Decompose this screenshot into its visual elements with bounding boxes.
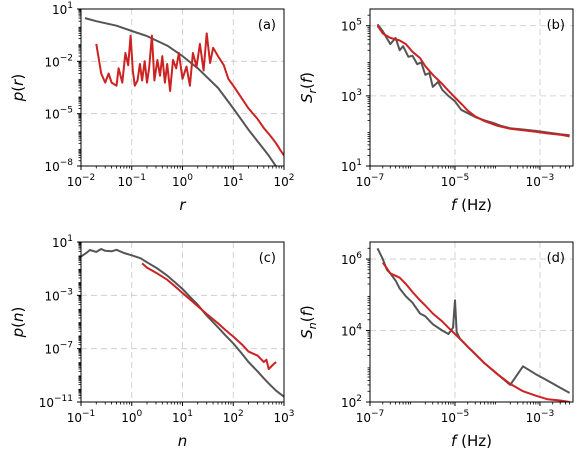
series-red-line [376,25,570,138]
panel-label: (c) [259,251,276,266]
x-tick-label: 10−5 [441,173,470,189]
panel-d: f (Hz) Sn(f) (d) [298,241,574,450]
x-tick-label: 103 [273,409,294,425]
x-tick-label: 10−7 [356,409,385,425]
y-tick-label: 10−8 [44,158,73,174]
y-tick-label: 101 [52,234,73,250]
plot-frame [369,241,574,403]
series-red-line [381,261,570,402]
y-axis-label: p(n) [9,307,27,339]
y-tick-label: 10−7 [44,341,73,357]
x-tick-label: 10−5 [441,409,470,425]
x-axis-label: n [178,432,188,450]
x-tick-label: 10−1 [117,173,146,189]
x-tick-label: 10−3 [526,173,555,189]
y-tick-label: 10−2 [44,53,73,69]
y-tick-label: 10−5 [44,106,73,122]
panel-label: (a) [258,18,276,33]
y-tick-label: 10−3 [44,287,73,303]
y-tick-label: 102 [341,394,362,410]
y-tick-label: 101 [341,158,362,174]
y-tick-label: 101 [52,1,73,17]
x-tick-label: 101 [172,409,193,425]
x-tick-label: 101 [223,173,244,189]
series-gray-line [376,23,570,137]
x-axis-label: f (Hz) [451,432,492,450]
series-gray-line [81,248,284,398]
plot-frame [369,8,574,167]
panel-b: f (Hz) Sr(f) (b) [298,8,574,214]
series-gray-line [376,247,571,394]
series-gray-line [84,17,277,166]
x-tick-label: 102 [223,409,244,425]
x-tick-label: 10−2 [67,173,96,189]
x-tick-label: 100 [172,173,193,189]
y-tick-label: 103 [341,88,362,104]
series-red-line [141,262,277,370]
y-axis-label: p(r) [9,74,27,102]
x-axis-label: f (Hz) [451,196,492,214]
x-axis-label: r [179,196,186,214]
y-tick-label: 10−11 [39,394,73,410]
x-tick-label: 102 [273,173,294,189]
x-tick-label: 10−1 [67,409,96,425]
y-axis-label: Sn(f) [298,305,319,339]
series-red-line [95,32,284,157]
y-tick-label: 105 [341,18,362,34]
x-tick-label: 10−3 [526,409,555,425]
x-tick-label: 10−7 [356,173,385,189]
y-axis-label: Sr(f) [298,72,319,103]
y-tick-label: 106 [341,251,362,267]
panel-label: (d) [547,251,565,266]
panel-label: (b) [547,18,565,33]
y-tick-label: 104 [341,323,362,339]
panel-c: n p(n) (c) [9,241,285,450]
panel-a: r p(r) (a) [9,8,285,214]
x-tick-label: 100 [121,409,142,425]
